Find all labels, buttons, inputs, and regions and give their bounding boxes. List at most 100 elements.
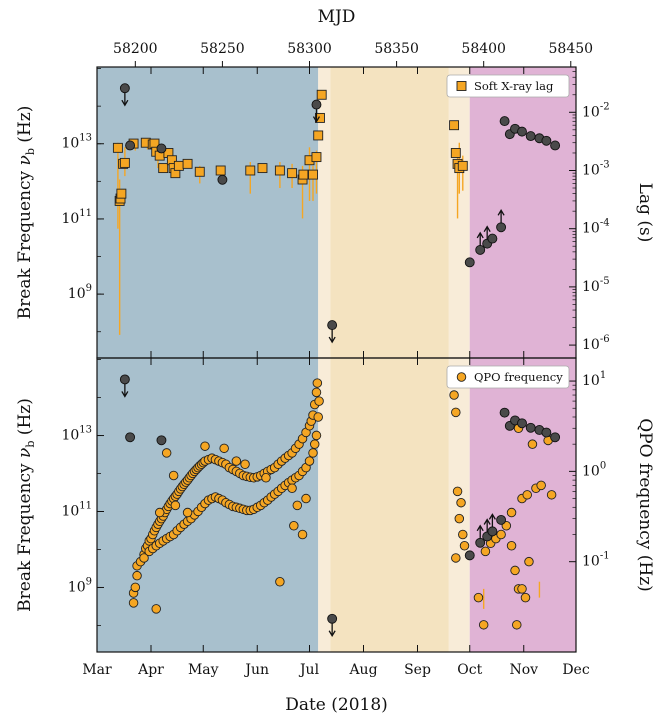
mjd-tick-label: 58300 bbox=[287, 41, 332, 57]
qpo-point bbox=[170, 500, 181, 511]
y2-tick-label: 10-5 bbox=[582, 275, 610, 295]
break-frequency-point bbox=[156, 435, 167, 446]
axis-labels: MJD Date (2018) Break Frequency νb (Hz) L… bbox=[15, 7, 655, 715]
lag-point bbox=[194, 166, 205, 177]
qpo-point bbox=[128, 598, 139, 608]
qpo-point bbox=[496, 529, 506, 540]
qpo-point bbox=[297, 529, 308, 540]
axes: 109 1011 1013 10-6 10-5 10-4 10-3 10-2 Soft X-ra… bbox=[61, 41, 609, 678]
lag-point bbox=[158, 163, 169, 174]
legend-circle-marker bbox=[456, 372, 467, 382]
y-tick-label: 109 bbox=[68, 283, 92, 303]
break-frequency-point bbox=[496, 222, 507, 233]
break-frequency-point bbox=[156, 143, 167, 154]
state-band bbox=[318, 67, 331, 358]
mjd-tick-label: 58450 bbox=[549, 41, 594, 57]
qpo-point bbox=[308, 448, 318, 458]
qpo-point bbox=[309, 439, 320, 449]
date-tick-label: Sep bbox=[404, 662, 431, 678]
mjd-tick-label: 58350 bbox=[374, 41, 419, 57]
upper-limit-arrowhead bbox=[312, 116, 321, 123]
qpo-point bbox=[458, 529, 468, 540]
y-tick-label: 109 bbox=[68, 576, 92, 596]
state-band bbox=[330, 358, 449, 652]
lag-point bbox=[311, 152, 322, 163]
qpo-point bbox=[301, 493, 311, 504]
lag-point bbox=[182, 158, 193, 169]
y-axis-label-bottom: Break Frequency νb (Hz) bbox=[15, 398, 37, 612]
break-frequency-point bbox=[327, 320, 338, 331]
break-frequency-point bbox=[125, 140, 136, 151]
break-frequency-point bbox=[499, 407, 510, 418]
lag-point bbox=[257, 163, 268, 174]
break-frequency-point bbox=[517, 126, 527, 137]
date-tick-label: Nov bbox=[509, 662, 538, 678]
qpo-point bbox=[130, 582, 141, 593]
qpo-point bbox=[261, 472, 271, 483]
lag-point bbox=[245, 165, 256, 176]
break-frequency-point bbox=[487, 526, 498, 537]
y2-axis-label-top: Lag (s) bbox=[635, 183, 655, 243]
mjd-tick-label: 58400 bbox=[461, 41, 506, 57]
break-frequency-point bbox=[525, 131, 536, 142]
lag-point bbox=[457, 160, 468, 171]
data-marks bbox=[112, 83, 561, 638]
y2-tick-label: 10-4 bbox=[582, 217, 610, 237]
qpo-point bbox=[527, 439, 538, 449]
qpo-point bbox=[219, 443, 229, 454]
qpo-point bbox=[311, 387, 322, 398]
legend-top: Soft X-ray lag bbox=[446, 74, 570, 98]
date-tick-label: Aug bbox=[348, 662, 377, 678]
qpo-point bbox=[292, 500, 303, 511]
top-axis-label: MJD bbox=[318, 7, 356, 27]
qpo-point bbox=[510, 565, 520, 576]
date-tick-label: Apr bbox=[137, 662, 164, 678]
y-tick-label: 1013 bbox=[61, 424, 92, 444]
lower-limit-arrowhead bbox=[483, 518, 491, 525]
lower-limit-arrowhead bbox=[483, 225, 491, 232]
qpo-point bbox=[304, 456, 315, 466]
qpo-point bbox=[520, 592, 531, 603]
break-frequency-point bbox=[496, 514, 507, 525]
lag-point bbox=[316, 89, 327, 100]
qpo-point bbox=[287, 483, 297, 494]
y2-tick-label: 10-6 bbox=[582, 334, 610, 354]
qpo-point bbox=[154, 507, 165, 518]
qpo-point bbox=[478, 620, 489, 630]
qpo-point bbox=[311, 430, 322, 441]
lag-point bbox=[112, 142, 123, 153]
lag-point bbox=[449, 120, 460, 131]
state-band bbox=[318, 358, 331, 652]
date-tick-label: Jun bbox=[243, 662, 269, 678]
legend-label: QPO frequency bbox=[474, 370, 563, 384]
upper-limit-arrowhead bbox=[121, 391, 129, 398]
y2-axis-label-bottom: QPO frequency (Hz) bbox=[635, 418, 655, 592]
qpo-point bbox=[275, 576, 285, 587]
legend-box bbox=[446, 74, 570, 98]
y-tick-label: 1011 bbox=[61, 500, 92, 519]
y2-tick-label: 10-1 bbox=[582, 550, 610, 570]
state-band bbox=[469, 67, 576, 358]
qpo-point bbox=[200, 441, 210, 451]
lag-point bbox=[173, 160, 184, 171]
y-tick-label: 1011 bbox=[61, 207, 92, 227]
lower-limit-arrowhead bbox=[488, 513, 496, 520]
x-axis-label: Date (2018) bbox=[285, 695, 388, 715]
state-band bbox=[469, 358, 576, 652]
qpo-point bbox=[452, 486, 463, 497]
date-tick-label: Oct bbox=[457, 662, 482, 678]
legend-box bbox=[446, 365, 570, 389]
qpo-point bbox=[546, 490, 557, 500]
y2-tick-label: 10-2 bbox=[582, 101, 610, 121]
qpo-point bbox=[313, 412, 323, 422]
break-frequency-point bbox=[125, 432, 136, 443]
upper-limit-arrowhead bbox=[328, 630, 336, 638]
state-band bbox=[448, 67, 470, 358]
break-frequency-point bbox=[475, 537, 486, 548]
date-tick-label: May bbox=[188, 662, 219, 678]
lag-point bbox=[313, 130, 324, 141]
panel-frame-bottom bbox=[96, 357, 577, 653]
lag-point bbox=[287, 168, 298, 179]
break-frequency-point bbox=[499, 116, 510, 127]
